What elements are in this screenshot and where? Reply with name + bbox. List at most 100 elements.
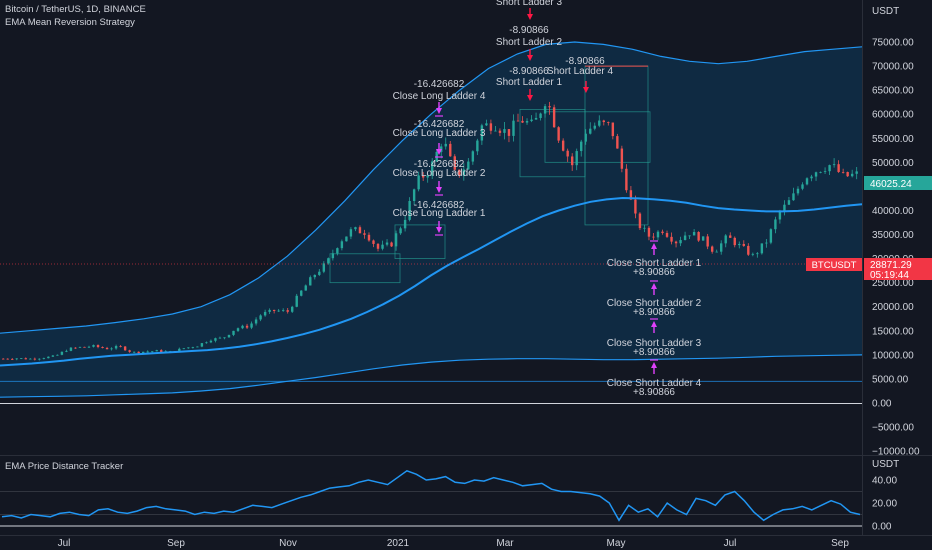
candle-body[interactable] [453,156,456,170]
candle-body[interactable] [561,140,565,151]
close-long-marker[interactable] [436,143,442,155]
close-long-marker[interactable] [436,181,442,193]
candle-body[interactable] [399,228,402,234]
candle-body[interactable] [692,232,696,236]
candle-body[interactable] [277,310,280,312]
candle-body[interactable] [688,235,691,237]
candle-body[interactable] [801,184,804,189]
candle-body[interactable] [232,330,235,335]
candle-body[interactable] [805,178,809,185]
candle-body[interactable] [760,243,764,254]
candle-body[interactable] [530,119,533,122]
candle-body[interactable] [792,193,795,201]
candle-body[interactable] [674,241,678,244]
candle-body[interactable] [327,258,330,264]
candle-body[interactable] [552,107,556,128]
candle-body[interactable] [272,309,276,311]
candle-body[interactable] [105,347,109,350]
candle-body[interactable] [178,348,181,352]
candle-body[interactable] [155,350,158,352]
candles-series[interactable] [2,101,858,361]
candle-body[interactable] [132,351,136,353]
candle-body[interactable] [254,319,258,324]
candle-body[interactable] [417,175,420,190]
candle-body[interactable] [819,171,822,173]
candle-body[interactable] [589,128,592,134]
candle-body[interactable] [363,233,366,235]
candle-body[interactable] [850,173,854,177]
candle-body[interactable] [408,200,411,220]
candle-body[interactable] [543,106,547,114]
distance-tracker-line[interactable] [1,469,861,522]
candle-body[interactable] [507,129,511,136]
candle-body[interactable] [51,355,55,357]
candle-body[interactable] [367,234,371,241]
candle-body[interactable] [336,248,339,254]
candle-body[interactable] [110,348,113,350]
candle-body[interactable] [634,199,637,214]
candle-body[interactable] [2,358,5,360]
candle-body[interactable] [566,150,569,157]
candle-body[interactable] [729,235,732,238]
candle-body[interactable] [720,243,723,252]
candle-body[interactable] [390,242,393,247]
candle-body[interactable] [6,358,9,360]
candle-body[interactable] [38,358,41,360]
candle-body[interactable] [724,235,727,244]
candle-body[interactable] [783,204,786,212]
candle-body[interactable] [765,242,768,244]
candle-body[interactable] [480,125,484,141]
candle-body[interactable] [60,351,64,355]
candle-body[interactable] [462,169,466,176]
candle-body[interactable] [300,290,303,296]
candle-body[interactable] [141,351,145,354]
trade-markers[interactable] [435,8,658,374]
candle-body[interactable] [15,358,18,360]
candle-body[interactable] [841,171,845,173]
short-entry-arrow[interactable] [527,8,533,20]
candle-body[interactable] [223,337,226,339]
close-short-marker[interactable] [651,243,657,255]
candle-body[interactable] [747,245,750,255]
candle-body[interactable] [598,120,601,126]
candle-body[interactable] [259,315,262,320]
candle-body[interactable] [119,346,122,347]
candle-body[interactable] [96,345,100,348]
candle-body[interactable] [322,263,326,272]
candle-body[interactable] [92,345,95,347]
candle-body[interactable] [394,233,398,247]
candle-body[interactable] [376,243,380,249]
close-long-marker[interactable] [436,221,442,233]
candle-body[interactable] [331,253,335,259]
candle-body[interactable] [268,309,271,312]
candle-body[interactable] [56,354,59,356]
candle-body[interactable] [751,253,755,255]
candle-body[interactable] [33,358,37,360]
close-short-marker[interactable] [651,283,657,295]
close-long-marker[interactable] [436,102,442,114]
candle-body[interactable] [205,342,208,344]
candle-body[interactable] [643,227,646,229]
candle-body[interactable] [525,121,529,123]
candle-body[interactable] [345,236,348,242]
candle-body[interactable] [701,236,705,241]
candle-body[interactable] [715,251,718,253]
candle-body[interactable] [489,123,493,131]
candle-body[interactable] [629,190,633,200]
candle-body[interactable] [304,285,307,291]
candle-body[interactable] [733,237,736,246]
candle-body[interactable] [769,229,773,243]
candle-body[interactable] [494,130,497,132]
candle-body[interactable] [593,125,596,129]
candle-body[interactable] [200,343,204,347]
candle-body[interactable] [421,175,425,178]
candle-body[interactable] [340,241,344,249]
candle-body[interactable] [620,148,624,169]
candle-body[interactable] [24,358,27,360]
candle-body[interactable] [403,219,407,229]
candle-body[interactable] [187,347,190,349]
candle-body[interactable] [661,231,664,234]
candle-body[interactable] [381,244,384,249]
candle-body[interactable] [29,358,32,360]
candle-body[interactable] [467,161,470,170]
